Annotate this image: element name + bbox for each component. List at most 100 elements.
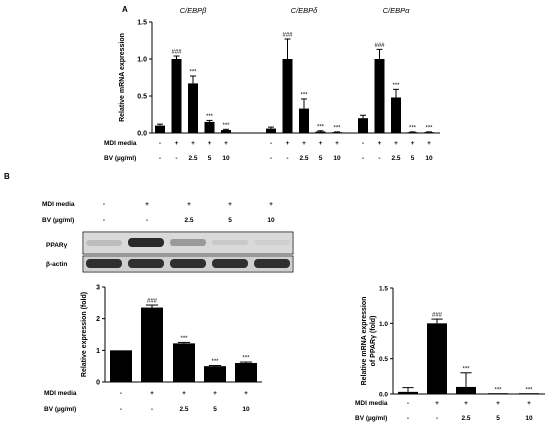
panel-a-mdi-value: - (159, 140, 161, 147)
panel-b-left-mdi-value: + (244, 390, 248, 397)
panel-b-right-conditions: - + + + + - - 2.5 5 10 (407, 400, 533, 422)
panel-a-bar (155, 125, 165, 133)
panel-a-significance-label: ### (374, 43, 385, 49)
panel-a-bv-value: 5 (411, 155, 415, 162)
panel-b-mdi-value: + (187, 201, 191, 208)
panel-a-series-title: C/EBPβ (180, 6, 208, 15)
panel-b-bv-label: BV (µg/ml) (42, 217, 74, 224)
panel-b-right-significance-label: *** (494, 388, 502, 394)
panel-a-bar (299, 108, 309, 133)
panel-b-left-significance-label: *** (211, 359, 219, 365)
panel-b-right-y-tick-label: 1.5 (379, 286, 388, 293)
panel-b-right-mdi-value: + (527, 400, 531, 407)
panel-b-right-significance-label: *** (462, 366, 470, 372)
panel-b-right-bv-value: - (407, 415, 409, 422)
panel-a-y-tick-label: 0.5 (137, 94, 147, 101)
panel-a-bv-value: 10 (333, 155, 341, 162)
panel-b-right-mdi-value: + (435, 400, 439, 407)
panel-b-right-mdi-label: MDI media (355, 400, 388, 407)
panel-b-right-bv-value: 10 (525, 415, 533, 422)
panel-a-bar (358, 118, 368, 133)
panel-b-left-y-tick-label: 2 (96, 316, 100, 323)
panel-a-mdi-value: + (319, 140, 323, 147)
blot-actin-band-1 (86, 259, 122, 268)
blot-label-ppar: PPARγ (46, 242, 68, 249)
panel-a-bar (424, 132, 434, 133)
panel-a-significance-label: *** (206, 114, 214, 120)
panel-b-left-significance-label: ### (147, 299, 158, 305)
panel-b-right-y-tick-label: 0.0 (379, 392, 388, 399)
panel-a-bv-value: - (175, 155, 177, 162)
blot-ppar-band-5 (254, 240, 290, 245)
blot-actin-band-4 (212, 259, 248, 268)
panel-b-bv-value: - (146, 217, 148, 224)
western-blot (82, 231, 294, 273)
panel-b-left-mdi-label: MDI media (44, 390, 77, 397)
panel-b-left-bv-value: - (120, 406, 122, 413)
panel-a-mdi-label: MDI media (104, 140, 137, 147)
panel-b-right-chart: 0.0 0.5 1.0 1.5 Relative mRNA expression of P… (361, 286, 545, 399)
panel-b-right-y-axis-label: Relative mRNA expression (361, 297, 368, 386)
panel-b-right-bv-value: 5 (496, 415, 500, 422)
panel-a-bar (282, 59, 293, 133)
panel-a-series-title: C/EBPδ (291, 6, 319, 15)
panel-b-left-y-tick-label: 1 (96, 348, 100, 355)
panel-a-bar (266, 128, 276, 133)
panel-b-left-chart: 0 1 2 3 Relative expression (fold) ### *** *** *… (81, 285, 262, 387)
blot-actin-band-5 (254, 259, 290, 268)
panel-a-mdi-value: - (362, 140, 364, 147)
panel-a-bv-value: 5 (208, 155, 212, 162)
blot-ppar-band-2 (128, 238, 164, 247)
panel-a-significance-label: *** (425, 125, 433, 131)
panel-b-right-significance-label: *** (525, 388, 533, 394)
panel-a-bv-value: 2.5 (188, 155, 197, 162)
panel-a-significance-label: *** (189, 70, 197, 76)
panel-b-right-y-tick-label: 0.5 (379, 356, 388, 363)
panel-a-mdi-value: + (208, 140, 212, 147)
panel-a-bar (204, 121, 215, 133)
panel-b-right-y-axis-label: of PPARγ (fold) (370, 316, 377, 367)
panel-a-significance-label: *** (409, 125, 417, 131)
panel-b-left-bv-value: 10 (242, 406, 250, 413)
panel-a-y-tick-label: 1.0 (137, 57, 147, 64)
panel-a-y-tick-label: 0.0 (137, 131, 147, 138)
panel-a-bar (391, 97, 401, 133)
blot-ppar-band-1 (86, 240, 122, 246)
panel-a-mdi-value: + (224, 140, 228, 147)
panel-b-mdi-value: - (103, 201, 105, 208)
panel-a-bar (188, 83, 198, 133)
panel-a-mdi-value: - (270, 140, 272, 147)
panel-b-left-significance-label: *** (242, 356, 250, 362)
panel-a-chart: 0.0 0.5 1.0 1.5 Relative mRNA expression C/EB… (119, 6, 440, 138)
panel-b-right-bar (519, 393, 539, 394)
panel-a-bar (407, 132, 418, 133)
panel-b-conditions: - + + + + - - 2.5 5 10 (103, 201, 275, 224)
panel-a-series-title: C/EBPα (383, 6, 411, 15)
panel-a-bar (332, 132, 342, 133)
panel-b-left-bar (110, 350, 132, 382)
panel-a-bv-value: - (270, 155, 272, 162)
panel-b-bv-value: 2.5 (184, 217, 193, 224)
blot-ppar-band-3 (170, 239, 206, 246)
panel-a-bar (171, 59, 182, 133)
panel-a-significance-label: *** (392, 83, 400, 89)
blot-actin-band-2 (128, 259, 164, 268)
panel-a-bv-value: - (159, 155, 161, 162)
panel-b-bv-value: - (103, 217, 105, 224)
panel-b-right-significance-label: ### (432, 313, 443, 319)
panel-a-bar (374, 59, 385, 133)
panel-a-mdi-value: + (286, 140, 290, 147)
panel-b-left-y-tick-label: 3 (96, 285, 100, 292)
panel-b-left-bv-value: - (151, 406, 153, 413)
panel-b-right-y-tick-label: 1.0 (379, 321, 388, 328)
panel-b-right-bv-label: BV (µg/ml) (355, 415, 387, 422)
panel-b-right-bar (398, 391, 418, 394)
panel-a-y-axis-label: Relative mRNA expression (119, 33, 126, 122)
panel-a-significance-label: *** (333, 125, 341, 131)
panel-b-left-bv-label: BV (µg/ml) (44, 406, 76, 413)
panel-a-significance-label: *** (300, 92, 308, 98)
panel-a-significance-label: *** (317, 124, 325, 130)
panel-b-mdi-value: + (228, 201, 232, 208)
panel-b-right-mdi-value: + (464, 400, 468, 407)
